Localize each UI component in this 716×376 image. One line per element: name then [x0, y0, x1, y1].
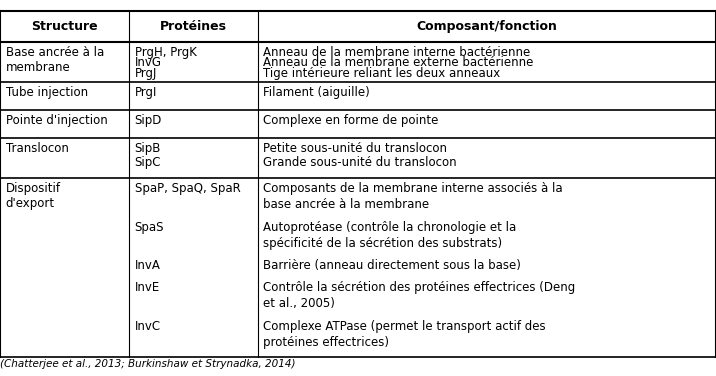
Text: Filament (aiguille): Filament (aiguille) [263, 86, 370, 99]
Text: Structure: Structure [31, 20, 98, 33]
Text: Autoprotéase (contrôle la chronologie et la
spécificité de la sécrétion des subs: Autoprotéase (contrôle la chronologie et… [263, 221, 517, 250]
Text: SipD: SipD [135, 114, 162, 127]
Text: Dispositif
d'export: Dispositif d'export [6, 182, 61, 210]
Text: Protéines: Protéines [160, 20, 227, 33]
Text: Anneau de la membrane externe bactérienne: Anneau de la membrane externe bactérienn… [263, 56, 534, 69]
Text: Composant/fonction: Composant/fonction [417, 20, 557, 33]
Text: Contrôle la sécrétion des protéines effectrices (Deng
et al., 2005): Contrôle la sécrétion des protéines effe… [263, 281, 576, 310]
Text: InvE: InvE [135, 281, 160, 294]
Text: Complexe en forme de pointe: Complexe en forme de pointe [263, 114, 439, 127]
Text: SipC: SipC [135, 156, 161, 170]
Text: Barrière (anneau directement sous la base): Barrière (anneau directement sous la bas… [263, 259, 521, 272]
Text: Anneau de la membrane interne bactérienne: Anneau de la membrane interne bactérienn… [263, 45, 531, 59]
Text: Pointe d'injection: Pointe d'injection [6, 114, 107, 127]
Text: Grande sous-unité du translocon: Grande sous-unité du translocon [263, 156, 457, 170]
Text: PrgJ: PrgJ [135, 67, 157, 80]
Text: Petite sous-unité du translocon: Petite sous-unité du translocon [263, 142, 448, 155]
Text: InvC: InvC [135, 320, 160, 333]
Text: Complexe ATPase (permet le transport actif des
protéines effectrices): Complexe ATPase (permet le transport act… [263, 320, 546, 349]
Text: Tige intérieure reliant les deux anneaux: Tige intérieure reliant les deux anneaux [263, 67, 500, 80]
Text: SpaS: SpaS [135, 221, 164, 234]
Text: Tube injection: Tube injection [6, 86, 88, 99]
Text: Composants de la membrane interne associés à la
base ancrée à la membrane: Composants de la membrane interne associ… [263, 182, 563, 211]
Text: InvA: InvA [135, 259, 160, 272]
Text: Translocon: Translocon [6, 142, 69, 155]
Text: (Chatterjee et al., 2013; Burkinshaw et Strynadka, 2014): (Chatterjee et al., 2013; Burkinshaw et … [0, 359, 296, 369]
Text: SipB: SipB [135, 142, 161, 155]
Text: PrgH, PrgK: PrgH, PrgK [135, 45, 196, 59]
Text: InvG: InvG [135, 56, 162, 69]
Text: SpaP, SpaQ, SpaR: SpaP, SpaQ, SpaR [135, 182, 241, 195]
Text: PrgI: PrgI [135, 86, 157, 99]
Text: Base ancrée à la
membrane: Base ancrée à la membrane [6, 45, 104, 74]
